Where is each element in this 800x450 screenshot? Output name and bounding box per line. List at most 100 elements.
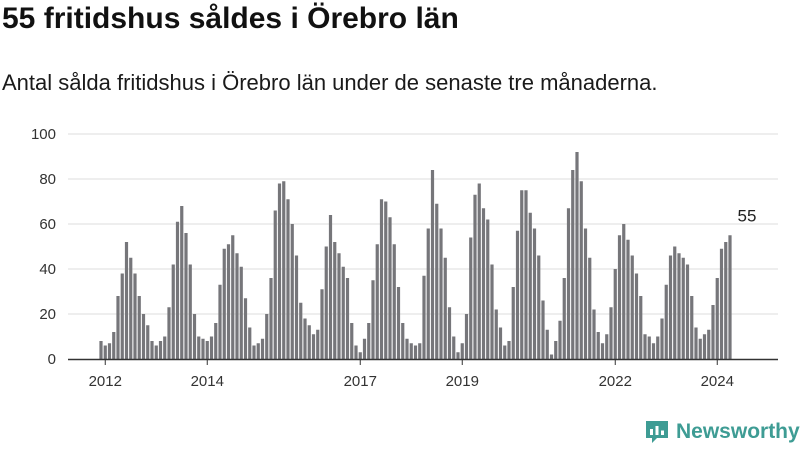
y-axis-ticks: 0 20 40 60 80 100: [31, 126, 56, 368]
y-tick-label-100: 100: [31, 126, 56, 143]
bar: [184, 233, 188, 359]
bar: [209, 336, 214, 359]
bar: [515, 230, 520, 359]
bar: [354, 345, 358, 359]
bar: [541, 300, 545, 359]
bar: [660, 318, 664, 359]
bar: [192, 314, 197, 359]
x-axis: 2012 2014 2017 2019 2022 2024: [68, 358, 778, 390]
bar: [452, 336, 456, 359]
bar: [422, 275, 426, 359]
bar: [107, 343, 112, 359]
x-tick-label-2017: 2017: [344, 373, 377, 390]
bar: [592, 309, 596, 359]
x-tick-label-2014: 2014: [191, 373, 224, 390]
bar: [639, 296, 643, 359]
bar: [409, 343, 413, 359]
bar: [728, 235, 732, 359]
bar: [116, 296, 120, 359]
chart-title: 55 fritidshus såldes i Örebro län: [2, 2, 459, 35]
bar: [426, 228, 430, 359]
bar: [605, 334, 609, 359]
newsworthy-brand: Newsworthy: [644, 419, 800, 445]
bar: [371, 280, 375, 359]
bar: [481, 208, 486, 359]
bar: [430, 170, 435, 359]
bar: [524, 190, 528, 359]
bar: [469, 237, 473, 359]
bar: [588, 257, 592, 359]
bar: [252, 345, 256, 359]
bar: [558, 320, 562, 359]
bar: [197, 336, 201, 359]
bar: [345, 278, 350, 359]
bar: [146, 325, 150, 359]
bar: [418, 343, 422, 359]
bar: [175, 221, 180, 359]
y-tick-label-40: 40: [39, 261, 56, 278]
bar: [222, 248, 226, 359]
y-tick-label-0: 0: [48, 351, 56, 368]
bar: [413, 345, 418, 359]
bar: [137, 296, 141, 359]
bar: [163, 336, 167, 359]
bar: [337, 253, 341, 359]
bar: [388, 217, 392, 359]
bar: [694, 327, 698, 359]
bar: [724, 242, 728, 359]
bar: [681, 257, 685, 359]
bar: [583, 228, 588, 359]
bar: [617, 235, 622, 359]
bar: [218, 284, 222, 359]
bar: [664, 284, 668, 359]
x-tick-label-2012: 2012: [89, 373, 122, 390]
bar: [350, 323, 354, 359]
y-tick-label-80: 80: [39, 171, 56, 188]
bar: [180, 206, 184, 359]
bar: [549, 354, 554, 359]
bar: [613, 269, 617, 359]
bar: [265, 314, 269, 359]
bar: [103, 345, 107, 359]
bar: [609, 307, 613, 359]
bar: [634, 273, 639, 359]
bar: [290, 224, 294, 359]
bar: [324, 246, 328, 359]
bar: [673, 246, 677, 359]
bar: [719, 248, 724, 359]
annotations: 55: [738, 206, 757, 225]
bar: [379, 199, 384, 359]
bar: [282, 181, 286, 359]
y-tick-label-60: 60: [39, 216, 56, 233]
bar: [575, 152, 579, 359]
bar: [494, 309, 498, 359]
bar: [99, 341, 103, 359]
bar: [307, 325, 311, 359]
x-tick-label-2019: 2019: [446, 373, 479, 390]
bar: [626, 239, 630, 359]
bar: [498, 327, 503, 359]
bar: [545, 329, 549, 359]
bar: [443, 257, 447, 359]
bar: [205, 341, 209, 359]
bar: [384, 201, 388, 359]
bar: [269, 278, 273, 359]
bar: [188, 264, 192, 359]
bar: [333, 242, 337, 359]
bar: [579, 181, 583, 359]
bar: [647, 336, 651, 359]
bar: [600, 343, 605, 359]
bar: [226, 244, 231, 359]
bar: [477, 183, 481, 359]
bar: [235, 253, 239, 359]
bars: [99, 152, 732, 359]
bar: [690, 296, 694, 359]
bar: [299, 302, 303, 359]
bar: [367, 323, 371, 359]
bar: [566, 208, 571, 359]
bar: [486, 219, 490, 359]
bar: [630, 255, 634, 359]
bar: [520, 190, 524, 359]
bar: [668, 255, 673, 359]
